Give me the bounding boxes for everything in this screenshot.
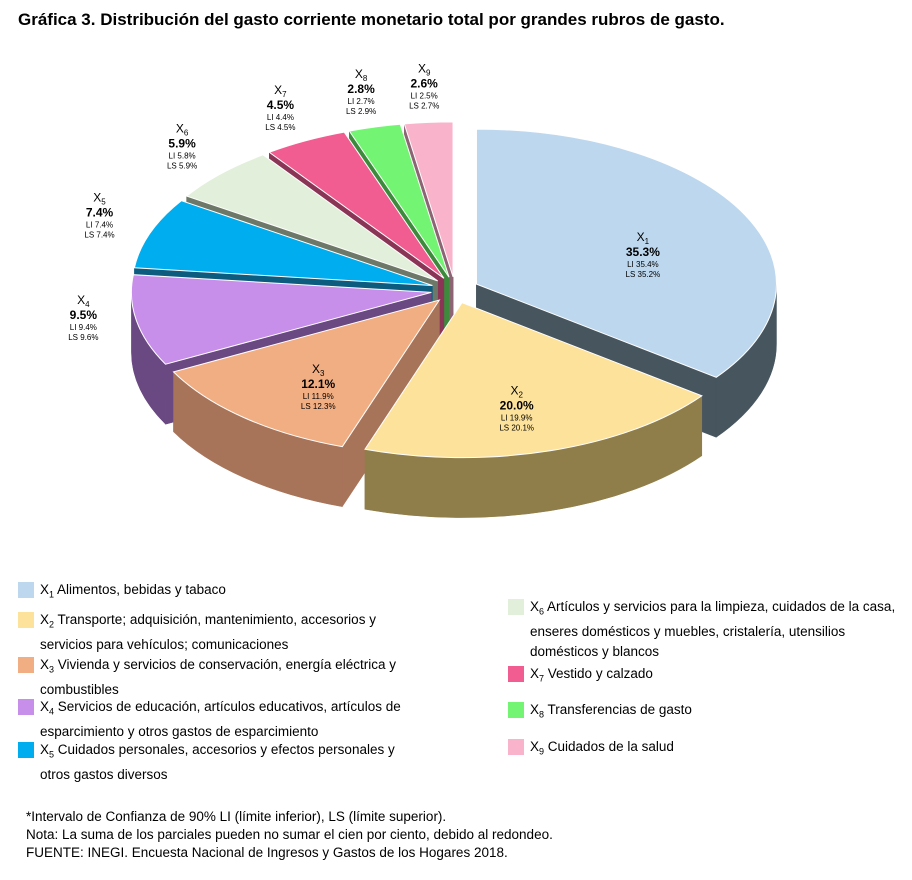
legend-swatch	[508, 702, 524, 718]
slice-label-4: X49.5%LI 9.4%LS 9.6%	[68, 293, 98, 342]
svg-text:5.9%: 5.9%	[168, 136, 196, 150]
slice-label-8: X82.8%LI 2.7%LS 2.9%	[346, 67, 376, 116]
svg-text:X7: X7	[274, 83, 287, 99]
slice-7	[268, 131, 445, 279]
slice-9	[403, 121, 454, 277]
legend-label: X4 Servicios de educación, artículos edu…	[40, 699, 401, 739]
svg-text:7.4%: 7.4%	[86, 205, 114, 219]
svg-text:LS 4.5%: LS 4.5%	[265, 123, 295, 132]
legend-swatch	[18, 612, 34, 628]
chart-title: Gráfica 3. Distribución del gasto corrie…	[18, 10, 725, 29]
svg-text:LS 7.4%: LS 7.4%	[84, 230, 114, 239]
svg-text:4.5%: 4.5%	[267, 98, 295, 112]
legend-swatch	[18, 582, 34, 598]
notes: *Intervalo de Confianza de 90% LI (límit…	[26, 808, 553, 862]
legend-item-1: X1 Alimentos, bebidas y tabaco	[18, 580, 418, 605]
svg-text:LS 2.7%: LS 2.7%	[409, 102, 439, 111]
svg-text:LS 20.1%: LS 20.1%	[499, 423, 534, 432]
legend-item-6: X6 Artículos y servicios para la limpiez…	[508, 597, 903, 662]
slice-label-7: X74.5%LI 4.4%LS 4.5%	[265, 83, 295, 132]
svg-text:X8: X8	[355, 67, 368, 83]
slice-label-5: X57.4%LI 7.4%LS 7.4%	[84, 190, 114, 239]
svg-text:LI 11.9%: LI 11.9%	[303, 392, 334, 401]
svg-text:LI 9.4%: LI 9.4%	[70, 323, 97, 332]
svg-text:LS 35.2%: LS 35.2%	[626, 270, 661, 279]
legend-swatch	[18, 657, 34, 673]
svg-text:2.8%: 2.8%	[347, 82, 375, 96]
svg-text:LS 2.9%: LS 2.9%	[346, 107, 376, 116]
slice-4	[130, 274, 432, 365]
legend-item-8: X8 Transferencias de gasto	[508, 700, 903, 725]
svg-text:LI 4.4%: LI 4.4%	[267, 113, 294, 122]
slice-1	[475, 128, 777, 378]
svg-text:LI 5.8%: LI 5.8%	[169, 151, 196, 160]
legend-label: X9 Cuidados de la salud	[530, 739, 674, 757]
svg-text:X6: X6	[176, 121, 189, 137]
svg-text:12.1%: 12.1%	[301, 377, 335, 391]
legend-swatch	[508, 739, 524, 755]
slice-8	[348, 123, 450, 278]
legend-label: X8 Transferencias de gasto	[530, 702, 692, 720]
svg-text:LI 2.7%: LI 2.7%	[348, 97, 375, 106]
svg-text:2.6%: 2.6%	[411, 77, 439, 91]
legend-label: X5 Cuidados personales, accesorios y efe…	[40, 742, 395, 782]
note-confidence: *Intervalo de Confianza de 90% LI (límit…	[26, 809, 447, 824]
legend-item-7: X7 Vestido y calzado	[508, 664, 903, 689]
svg-text:LI 35.4%: LI 35.4%	[627, 260, 659, 269]
note-source: FUENTE: INEGI. Encuesta Nacional de Ingr…	[26, 845, 508, 860]
legend-item-9: X9 Cuidados de la salud	[508, 737, 903, 762]
svg-text:9.5%: 9.5%	[70, 308, 98, 322]
legend-label: X7 Vestido y calzado	[530, 666, 653, 684]
slice-label-6: X65.9%LI 5.8%LS 5.9%	[167, 121, 197, 170]
svg-text:LI 2.5%: LI 2.5%	[411, 92, 438, 101]
slice-label-9: X92.6%LI 2.5%LS 2.7%	[409, 62, 439, 111]
svg-text:LS 9.6%: LS 9.6%	[68, 333, 98, 342]
svg-text:X5: X5	[93, 190, 106, 206]
legend-swatch	[18, 699, 34, 715]
legend-label: X1 Alimentos, bebidas y tabaco	[40, 582, 226, 600]
svg-text:LI 19.9%: LI 19.9%	[501, 413, 533, 422]
svg-text:X4: X4	[77, 293, 90, 309]
svg-text:X9: X9	[418, 62, 431, 78]
slice-2	[364, 302, 703, 459]
legend-item-5: X5 Cuidados personales, accesorios y efe…	[18, 740, 418, 785]
legend-label: X6 Artículos y servicios para la limpiez…	[530, 599, 896, 659]
svg-text:20.0%: 20.0%	[500, 398, 534, 412]
legend-swatch	[18, 742, 34, 758]
legend-item-3: X3 Vivienda y servicios de conservación,…	[18, 655, 418, 700]
slice-6	[185, 154, 438, 282]
legend-label: X3 Vivienda y servicios de conservación,…	[40, 657, 396, 697]
svg-text:LS 12.3%: LS 12.3%	[301, 402, 336, 411]
legend-swatch	[508, 599, 524, 615]
slice-5	[133, 200, 433, 287]
svg-text:35.3%: 35.3%	[626, 245, 660, 259]
svg-text:LI 7.4%: LI 7.4%	[86, 220, 113, 229]
slice-3	[172, 299, 441, 448]
legend-swatch	[508, 666, 524, 682]
legend-label: X2 Transporte; adquisición, mantenimient…	[40, 612, 376, 652]
svg-text:LS 5.9%: LS 5.9%	[167, 161, 197, 170]
note-rounding: Nota: La suma de los parciales pueden no…	[26, 827, 553, 842]
legend-item-4: X4 Servicios de educación, artículos edu…	[18, 697, 418, 742]
legend-item-2: X2 Transporte; adquisición, mantenimient…	[18, 610, 418, 655]
